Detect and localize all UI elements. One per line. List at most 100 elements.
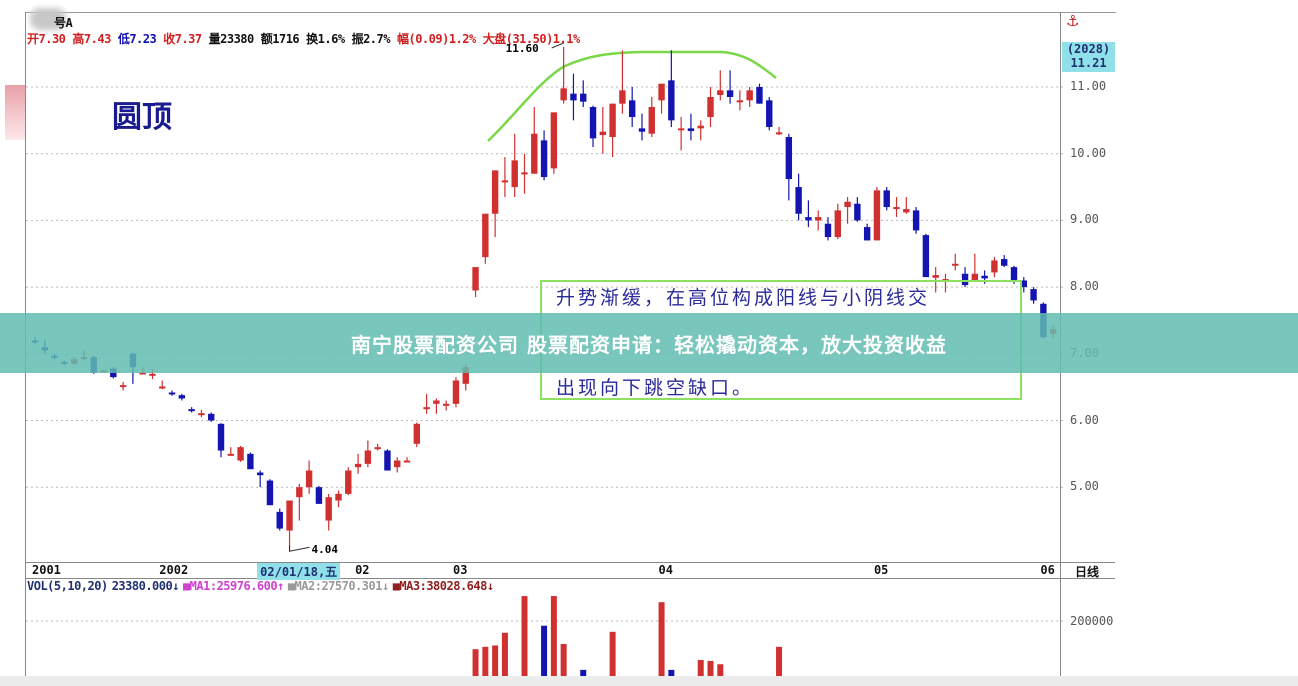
candle <box>1020 277 1027 293</box>
candle <box>619 50 626 114</box>
ad-banner[interactable]: 南宁股票配资公司 股票配资申请：轻松撬动资本，放大投资收益 <box>0 313 1298 373</box>
candle <box>266 479 274 506</box>
candle <box>511 133 518 198</box>
anchor-icon[interactable]: ⚓ <box>1066 12 1080 30</box>
candle-body <box>697 125 704 129</box>
candle-body <box>472 267 479 291</box>
annotation-box: 升势渐缓，在高位构成阳线与小阴线交 出现向下跳空缺口。 <box>540 280 1022 400</box>
chart-title: 圆顶 <box>112 100 172 135</box>
candle-body <box>550 112 558 169</box>
candle <box>403 457 411 463</box>
volume-bar <box>501 632 508 676</box>
candle-body <box>952 263 959 266</box>
candle <box>580 80 587 108</box>
volume-bar <box>668 669 675 676</box>
candle <box>717 70 724 101</box>
candle-body <box>198 413 205 416</box>
candle-body <box>345 470 352 494</box>
volume-bar <box>550 596 557 676</box>
candle-body <box>687 128 695 132</box>
candle-body <box>824 223 832 238</box>
candle-body <box>384 450 391 471</box>
candle <box>677 117 685 151</box>
candle <box>227 447 234 456</box>
candle-body <box>188 409 195 412</box>
candle <box>394 457 401 473</box>
rounding-top-curve <box>487 50 777 142</box>
candle-body <box>1020 280 1027 288</box>
volume-legend-item: ■MA2:27570.301↓ <box>287 579 389 593</box>
candle <box>560 46 567 104</box>
candle-body <box>501 180 509 183</box>
candle-body <box>785 137 793 180</box>
candle <box>364 440 372 468</box>
volume-bar <box>580 669 587 676</box>
candle-body <box>707 97 714 118</box>
candle <box>550 112 558 174</box>
volume-bar <box>697 660 704 676</box>
candle <box>932 267 939 293</box>
volume-bar <box>521 596 528 676</box>
extreme-label: 11.60 <box>506 42 539 55</box>
candle <box>345 467 352 496</box>
candle <box>540 130 548 181</box>
candle-body <box>893 207 900 210</box>
candle <box>423 393 430 414</box>
quote-item: 振2.7% <box>351 32 391 46</box>
candle-body <box>305 470 313 488</box>
candle <box>491 170 499 238</box>
volume-tick: 200000 <box>1070 614 1114 628</box>
date-tick: 03 <box>452 563 468 577</box>
period-label[interactable]: 日线 <box>1075 565 1100 579</box>
candle-body <box>1030 289 1037 301</box>
candle <box>775 127 783 136</box>
candle <box>159 380 166 390</box>
current-price: 11.21 <box>1070 56 1107 70</box>
candle <box>1001 255 1008 268</box>
volume-bar <box>541 625 548 676</box>
candle-body <box>266 480 274 506</box>
candle <box>413 422 421 448</box>
candle-body <box>638 128 646 132</box>
date-axis <box>25 562 1115 579</box>
candle-body <box>863 227 871 241</box>
price-tick: 10.00 <box>1070 145 1107 160</box>
candle <box>805 200 812 228</box>
stock-name: 号A <box>54 16 73 30</box>
volume-legend: VOL(5,10,20) 23380.000↓ ■MA1:25976.600↑ ■MA… <box>27 579 498 593</box>
volume-bar <box>717 664 724 676</box>
price-tick: 9.00 <box>1070 212 1099 227</box>
candle <box>785 133 793 201</box>
candle-body <box>374 447 381 450</box>
candle-body <box>628 100 636 118</box>
candle-body <box>834 210 841 238</box>
candle-body <box>247 453 254 470</box>
candle <box>952 253 959 271</box>
extreme-leader <box>289 545 310 552</box>
candle <box>384 449 391 471</box>
candle-body <box>589 107 597 139</box>
date-tick: 2002 <box>159 563 189 577</box>
candle-body <box>237 447 244 461</box>
candle-body <box>961 273 969 286</box>
candle-body <box>746 90 753 101</box>
candle-body <box>668 80 675 121</box>
candle-body <box>756 87 763 104</box>
side-decoration <box>5 85 25 140</box>
banner-text: 南宁股票配资公司 股票配资申请：轻松撬动资本，放大投资收益 <box>351 332 947 357</box>
candle <box>482 213 489 264</box>
candle-body <box>971 273 979 281</box>
candle-body <box>854 203 861 221</box>
candle-body <box>991 260 998 273</box>
candle <box>237 445 244 462</box>
price-tick: 5.00 <box>1070 479 1099 494</box>
candle-body <box>159 386 166 389</box>
annotation-line-1: 升势渐缓，在高位构成阳线与小阴线交 <box>556 287 931 309</box>
candle <box>824 217 832 241</box>
date-tick: 04 <box>658 563 673 577</box>
candle <box>873 187 881 241</box>
candle <box>991 257 998 278</box>
candle <box>854 197 861 222</box>
candle <box>766 97 773 131</box>
